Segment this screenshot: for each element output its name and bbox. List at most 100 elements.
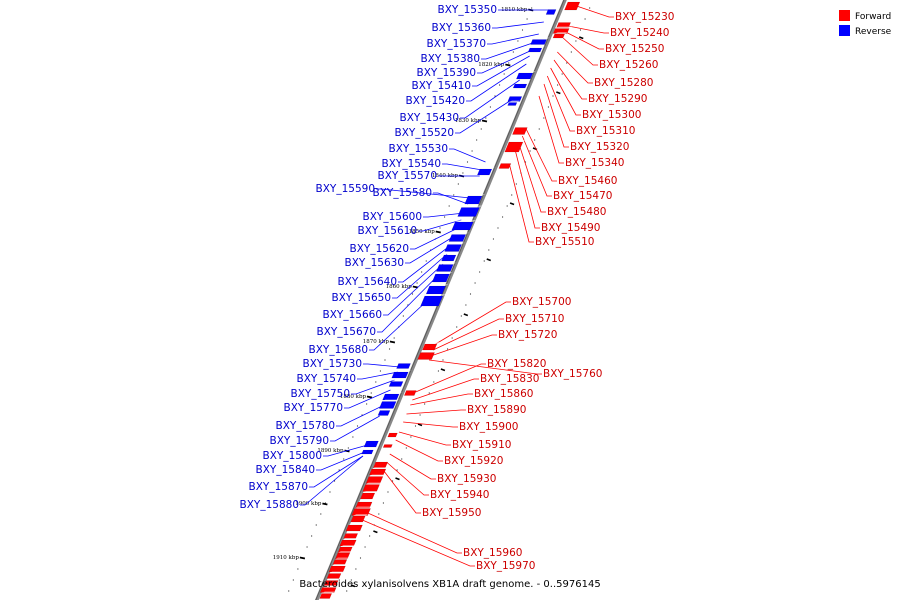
forward-gene-label[interactable]: BXY_15950 bbox=[422, 507, 481, 519]
reverse-gene-label[interactable]: BXY_15770 bbox=[284, 402, 343, 414]
forward-leader-line bbox=[509, 165, 534, 243]
reverse-gene-label[interactable]: BXY_15780 bbox=[276, 420, 335, 432]
forward-gene-label[interactable]: BXY_15240 bbox=[610, 27, 669, 39]
reverse-gene-label[interactable]: BXY_15650 bbox=[332, 292, 391, 304]
reverse-gene-label[interactable]: BXY_15430 bbox=[400, 112, 459, 124]
reverse-gene-label[interactable]: BXY_15350 bbox=[438, 4, 497, 16]
reverse-gene-label[interactable]: BXY_15570 bbox=[378, 170, 437, 182]
scale-dot bbox=[584, 18, 586, 20]
forward-gene-label[interactable]: BXY_15860 bbox=[474, 388, 533, 400]
forward-gene-label[interactable]: BXY_15930 bbox=[437, 473, 496, 485]
reverse-gene-label[interactable]: BXY_15630 bbox=[345, 257, 404, 269]
scale-dot bbox=[589, 7, 591, 9]
forward-gene-label[interactable]: BXY_15470 bbox=[553, 190, 612, 202]
reverse-gene-label[interactable]: BXY_15540 bbox=[382, 158, 441, 170]
forward-gene-label[interactable]: BXY_15250 bbox=[605, 43, 664, 55]
tick-label: 1890 kbp bbox=[317, 448, 344, 454]
forward-leader-line bbox=[538, 95, 564, 164]
forward-gene-label[interactable]: BXY_15230 bbox=[615, 11, 674, 23]
forward-gene-label[interactable]: BXY_15460 bbox=[558, 175, 617, 187]
forward-gene-label[interactable]: BXY_15890 bbox=[467, 404, 526, 416]
scale-dot bbox=[501, 216, 504, 218]
scale-dot bbox=[379, 370, 382, 372]
forward-gene-block bbox=[326, 571, 345, 579]
reverse-gene-block bbox=[420, 294, 446, 307]
gene-blocks bbox=[319, 0, 583, 599]
forward-gene-block bbox=[564, 0, 583, 11]
reverse-gene-label[interactable]: BXY_15580 bbox=[373, 187, 432, 199]
scale-dot bbox=[547, 106, 550, 108]
forward-gene-label[interactable]: BXY_15700 bbox=[512, 296, 571, 308]
scale-dot bbox=[416, 282, 418, 284]
forward-gene-label[interactable]: BXY_15960 bbox=[463, 547, 522, 559]
legend-swatch bbox=[839, 10, 850, 21]
reverse-gene-label[interactable]: BXY_15740 bbox=[297, 373, 356, 385]
reverse-gene-label[interactable]: BXY_15670 bbox=[317, 326, 376, 338]
reverse-gene-block bbox=[516, 71, 536, 80]
forward-leader-line bbox=[362, 519, 475, 567]
reverse-gene-label[interactable]: BXY_15620 bbox=[350, 243, 409, 255]
reverse-gene-label[interactable]: BXY_15880 bbox=[240, 499, 299, 511]
forward-gene-label[interactable]: BXY_15900 bbox=[459, 421, 518, 433]
forward-gene-label[interactable]: BXY_15340 bbox=[565, 157, 624, 169]
reverse-gene-label[interactable]: BXY_15370 bbox=[427, 38, 486, 50]
scale-dot bbox=[393, 337, 395, 339]
reverse-gene-label[interactable]: BXY_15730 bbox=[303, 358, 362, 370]
reverse-gene-label[interactable]: BXY_15750 bbox=[291, 388, 350, 400]
reverse-gene-label[interactable]: BXY_15870 bbox=[249, 481, 308, 493]
reverse-gene-label[interactable]: BXY_15530 bbox=[389, 143, 448, 155]
reverse-gene-label[interactable]: BXY_15600 bbox=[363, 211, 422, 223]
reverse-gene-label[interactable]: BXY_15420 bbox=[406, 95, 465, 107]
reverse-gene-label[interactable]: BXY_15610 bbox=[358, 225, 417, 237]
reverse-gene-label[interactable]: BXY_15360 bbox=[432, 22, 491, 34]
reverse-leader-line bbox=[309, 455, 364, 488]
forward-gene-label[interactable]: BXY_15300 bbox=[582, 109, 641, 121]
forward-gene-label[interactable]: BXY_15830 bbox=[480, 373, 539, 385]
forward-gene-block bbox=[323, 578, 342, 586]
scale-dot bbox=[428, 392, 430, 394]
reverse-leader-line bbox=[392, 253, 448, 299]
forward-gene-label[interactable]: BXY_15310 bbox=[576, 125, 635, 137]
forward-gene-label[interactable]: BXY_15260 bbox=[599, 59, 658, 71]
scale-dot bbox=[347, 447, 349, 449]
scale-dot bbox=[443, 216, 446, 218]
forward-gene-label[interactable]: BXY_15320 bbox=[570, 141, 629, 153]
scale-dot bbox=[350, 579, 352, 581]
reverse-gene-label[interactable]: BXY_15790 bbox=[270, 435, 329, 447]
reverse-leader-line bbox=[455, 99, 512, 134]
forward-gene-label[interactable]: BXY_15280 bbox=[594, 77, 653, 89]
reverse-gene-label[interactable]: BXY_15380 bbox=[421, 53, 480, 65]
gene-labels: BXY_15350 BXY_15360 BXY_15370 BXY_15380 BXY_… bbox=[240, 4, 675, 572]
reverse-gene-label[interactable]: BXY_15520 bbox=[395, 127, 454, 139]
forward-gene-label[interactable]: BXY_15910 bbox=[452, 439, 511, 451]
forward-leader-line bbox=[395, 439, 443, 462]
forward-leader-line bbox=[386, 461, 429, 496]
reverse-gene-label[interactable]: BXY_15410 bbox=[412, 80, 471, 92]
scale-dot bbox=[311, 535, 313, 537]
tick-label: 1900 kbp bbox=[295, 501, 322, 507]
reverse-gene-label[interactable]: BXY_15840 bbox=[256, 464, 315, 476]
reverse-gene-label[interactable]: BXY_15800 bbox=[263, 450, 322, 462]
forward-gene-label[interactable]: BXY_15510 bbox=[535, 236, 594, 248]
forward-leader-line bbox=[525, 127, 557, 182]
forward-gene-label[interactable]: BXY_15290 bbox=[588, 93, 647, 105]
reverse-gene-block bbox=[512, 82, 530, 89]
forward-gene-block bbox=[552, 32, 568, 39]
forward-leader-line bbox=[546, 75, 575, 132]
forward-gene-block bbox=[372, 460, 391, 469]
forward-gene-label[interactable]: BXY_15940 bbox=[430, 489, 489, 501]
forward-gene-label[interactable]: BXY_15490 bbox=[541, 222, 600, 234]
forward-gene-label[interactable]: BXY_15820 bbox=[487, 358, 546, 370]
reverse-gene-label[interactable]: BXY_15590 bbox=[316, 183, 375, 195]
forward-gene-label[interactable]: BXY_15760 bbox=[543, 368, 602, 380]
forward-gene-label[interactable]: BXY_15480 bbox=[547, 206, 606, 218]
forward-gene-label[interactable]: BXY_15710 bbox=[505, 313, 564, 325]
reverse-gene-label[interactable]: BXY_15390 bbox=[417, 67, 476, 79]
reverse-gene-label[interactable]: BXY_15640 bbox=[338, 276, 397, 288]
tick-label: 1850 kbp bbox=[409, 229, 436, 235]
forward-gene-label[interactable]: BXY_15920 bbox=[444, 455, 503, 467]
forward-gene-label[interactable]: BXY_15720 bbox=[498, 329, 557, 341]
reverse-gene-label[interactable]: BXY_15660 bbox=[323, 309, 382, 321]
reverse-gene-label[interactable]: BXY_15680 bbox=[309, 344, 368, 356]
forward-gene-label[interactable]: BXY_15970 bbox=[476, 560, 535, 572]
